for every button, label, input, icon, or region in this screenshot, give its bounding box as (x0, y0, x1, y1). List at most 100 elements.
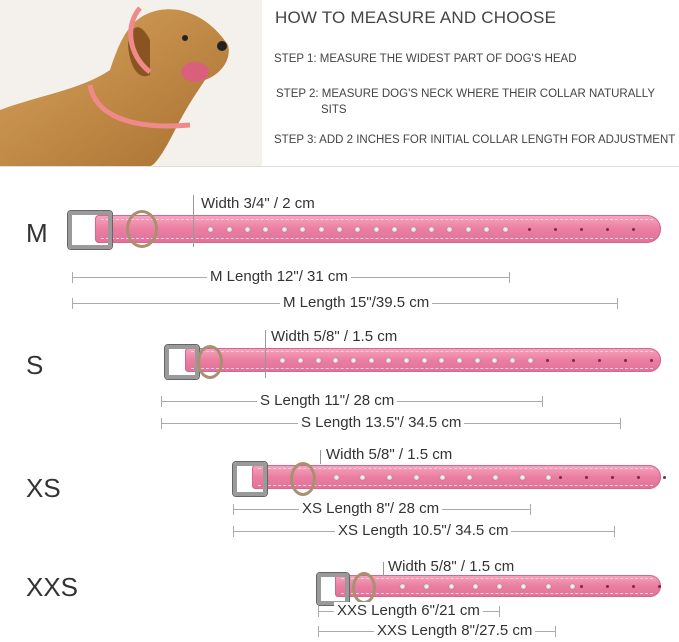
rhinestone-stud-icon (300, 226, 306, 232)
adjustment-hole (597, 358, 601, 362)
length-max-s: S Length 13.5"/ 34.5 cm (161, 414, 621, 431)
adjustment-hole (527, 227, 531, 231)
adjustment-hole (579, 227, 583, 231)
length-max-xxs: XXS Length 8"/27.5 cm (318, 622, 556, 639)
rhinestone-stud-icon (368, 357, 374, 363)
adjustment-hole (631, 227, 635, 231)
rhinestone-stud-icon (519, 474, 525, 480)
rhinestone-stud-icon (281, 226, 287, 232)
d-ring-icon (197, 345, 223, 379)
adjustment-hole (631, 584, 635, 588)
length-max-text: XS Length 10.5"/ 34.5 cm (335, 522, 512, 539)
rhinestone-stud-icon (333, 474, 339, 480)
adjustment-hole (579, 584, 583, 588)
rhinestone-stud-icon (226, 226, 232, 232)
rhinestone-stud-icon (386, 357, 392, 363)
adjustment-hole (605, 227, 609, 231)
rhinestone-stud-icon (373, 226, 379, 232)
neck-measure-arrow-icon (87, 84, 191, 129)
dog-photo (0, 0, 262, 166)
adjustment-hole (605, 584, 609, 588)
length-min-text: XS Length 8"/ 28 cm (299, 500, 443, 517)
length-min-m: M Length 12"/ 31 cm (72, 268, 510, 285)
rhinestone-stud-icon (297, 357, 303, 363)
rhinestone-stud-icon (392, 226, 398, 232)
length-min-s: S Length 11"/ 28 cm (161, 392, 543, 409)
head-measure-arrow-icon (128, 6, 152, 74)
rhinestone-stud-icon (448, 583, 454, 589)
rhinestone-stud-icon (465, 226, 471, 232)
rhinestone-stud-icon (474, 357, 480, 363)
page-title: HOW TO MEASURE AND CHOOSE (275, 8, 557, 27)
rhinestone-stud-icon (318, 226, 324, 232)
rhinestone-stud-icon (439, 357, 445, 363)
collar-xxs (335, 575, 661, 597)
rhinestone-stud-icon (527, 357, 533, 363)
rhinestone-stud-icon (413, 474, 419, 480)
rhinestone-stud-icon (428, 226, 434, 232)
collar-s (185, 348, 661, 372)
rhinestone-stud-icon (360, 474, 366, 480)
buckle-icon (165, 345, 199, 379)
step-1: STEP 1: MEASURE THE WIDEST PART OF DOG'S… (274, 53, 577, 65)
width-marker (383, 562, 384, 576)
rhinestone-stud-icon (386, 474, 392, 480)
d-ring-icon (290, 462, 316, 496)
rhinestone-stud-icon (521, 583, 527, 589)
rhinestone-stud-icon (410, 226, 416, 232)
rhinestone-stud-icon (457, 357, 462, 363)
rhinestone-stud-icon (545, 583, 551, 589)
adjustment-hole (585, 475, 589, 479)
rhinestone-stud-icon (336, 226, 342, 232)
rhinestone-stud-icon (400, 583, 406, 589)
adjustment-hole (623, 358, 627, 362)
rhinestone-stud-icon (333, 357, 339, 363)
step-3: STEP 3: ADD 2 INCHES FOR INITIAL COLLAR … (274, 134, 676, 146)
adjustment-hole (637, 475, 641, 479)
adjustment-hole (545, 358, 549, 362)
rhinestone-stud-icon (280, 357, 286, 363)
rhinestone-stud-icon (355, 226, 361, 232)
rhinestone-stud-icon (502, 226, 508, 232)
width-text-m: Width 3/4" / 2 cm (201, 195, 315, 212)
adjustment-hole (611, 475, 615, 479)
adjustment-hole (559, 475, 563, 479)
size-label-m: M (26, 218, 48, 248)
length-min-text: XXS Length 6"/21 cm (334, 602, 483, 619)
length-min-text: M Length 12"/ 31 cm (207, 268, 351, 285)
adjustment-hole (571, 358, 575, 362)
d-ring-icon (126, 210, 158, 248)
rhinestone-stud-icon (350, 357, 356, 363)
width-marker (320, 450, 321, 464)
length-max-text: XXS Length 8"/27.5 cm (374, 622, 536, 639)
rhinestone-stud-icon (546, 474, 552, 480)
buckle-icon (317, 573, 349, 605)
rhinestone-stud-icon (447, 226, 453, 232)
rhinestone-stud-icon (440, 474, 446, 480)
rhinestone-stud-icon (492, 357, 498, 363)
collar-m (95, 215, 661, 243)
rhinestone-stud-icon (244, 226, 250, 232)
rhinestone-stud-icon (315, 357, 321, 363)
adjustment-hole (649, 358, 653, 362)
adjustment-hole (657, 584, 661, 588)
length-max-m: M Length 15"/39.5 cm (72, 294, 618, 311)
rhinestone-stud-icon (263, 226, 269, 232)
adjustment-hole (553, 227, 557, 231)
length-min-xs: XS Length 8"/ 28 cm (233, 500, 531, 517)
width-text-s: Width 5/8" / 1.5 cm (271, 328, 398, 345)
size-label-xxs: XXS (26, 572, 79, 602)
length-min-xxs: XXS Length 6"/21 cm (318, 602, 500, 619)
buckle-icon (233, 462, 267, 496)
size-label-s: S (26, 350, 44, 380)
adjustment-hole (663, 475, 667, 479)
d-ring-icon (352, 572, 376, 604)
buckle-icon (68, 211, 112, 249)
rhinestone-stud-icon (510, 357, 516, 363)
rhinestone-stud-icon (472, 583, 478, 589)
rhinestone-stud-icon (484, 226, 490, 232)
length-max-text: M Length 15"/39.5 cm (280, 294, 433, 311)
width-marker (265, 330, 266, 378)
rhinestone-stud-icon (497, 583, 503, 589)
length-min-text: S Length 11"/ 28 cm (257, 392, 398, 409)
